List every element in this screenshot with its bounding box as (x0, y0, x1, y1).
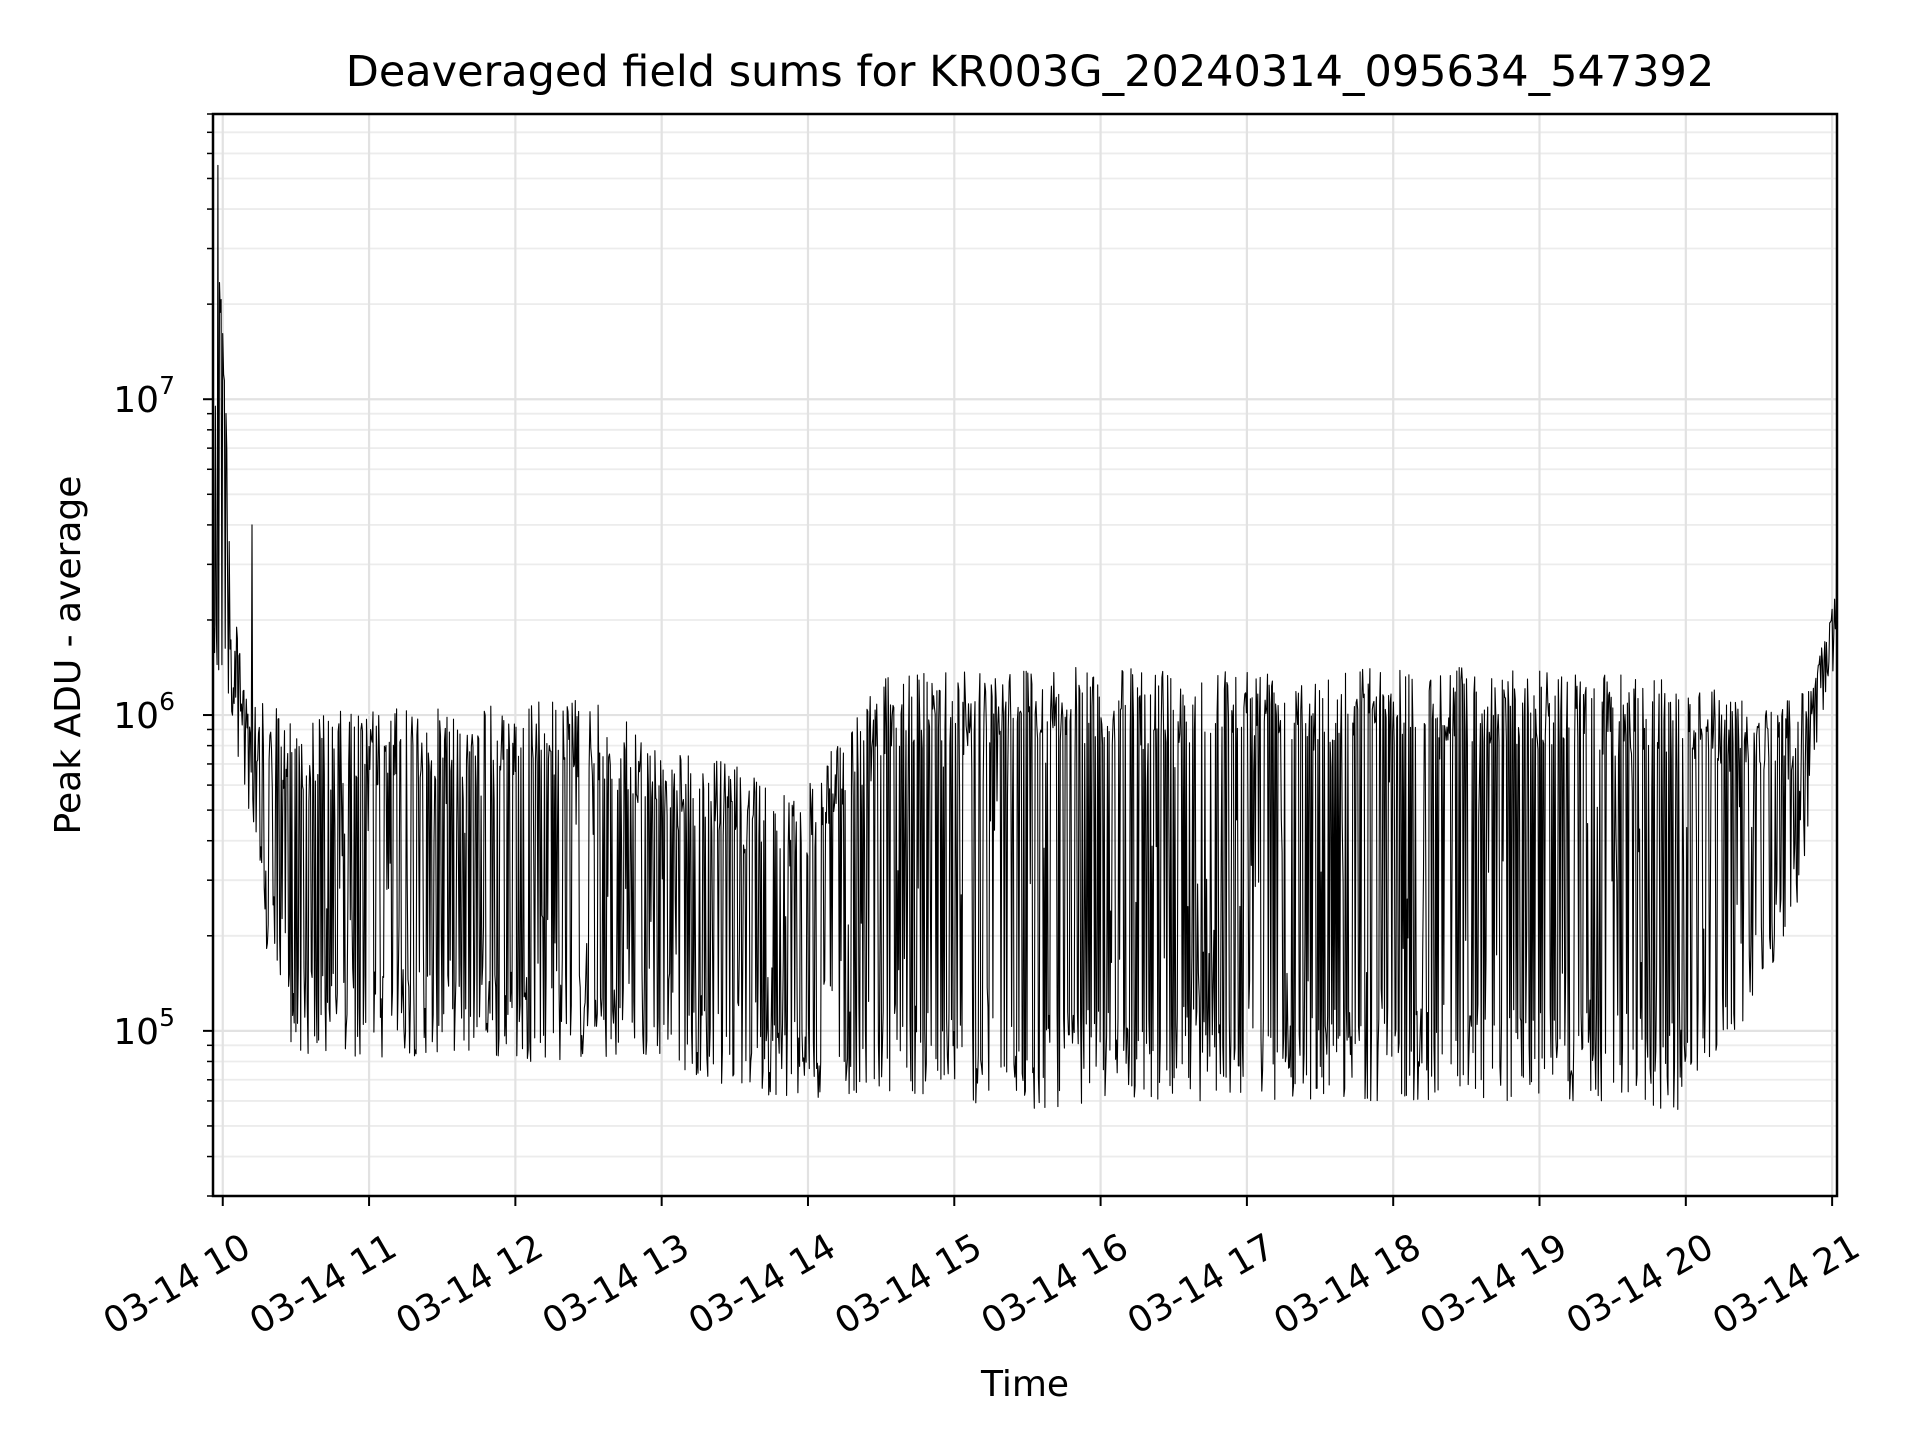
series-line-group (212, 164, 1838, 1110)
plot-frame (211, 112, 1839, 1198)
x-axis-label: Time (980, 1364, 1069, 1405)
chart-title: Deaveraged field sums for KR003G_2024031… (346, 47, 1715, 97)
x-tick-label: 03-14 10 (97, 1226, 258, 1342)
x-tick-label: 03-14 21 (1706, 1226, 1867, 1342)
x-tick-label: 03-14 17 (1121, 1226, 1282, 1342)
series-line (212, 164, 1838, 1110)
x-tick-label: 03-14 13 (536, 1226, 697, 1342)
x-tick-label: 03-14 14 (682, 1226, 843, 1342)
y-tick-label: 105 (113, 1003, 175, 1053)
y-tick-label: 107 (113, 371, 175, 421)
x-tick-label: 03-14 12 (389, 1226, 550, 1342)
y-tick-label: 106 (113, 687, 175, 737)
x-tick-label: 03-14 20 (1560, 1226, 1721, 1342)
x-tick-label: 03-14 19 (1414, 1226, 1575, 1342)
x-tick-label: 03-14 16 (975, 1226, 1136, 1342)
x-tick-label: 03-14 18 (1267, 1226, 1428, 1342)
x-tick-label: 03-14 11 (243, 1226, 404, 1342)
x-tick-label: 03-14 15 (828, 1226, 989, 1342)
y-axis-label: Peak ADU - average (48, 476, 89, 835)
y-axis: 105 106 107 (113, 113, 213, 1197)
